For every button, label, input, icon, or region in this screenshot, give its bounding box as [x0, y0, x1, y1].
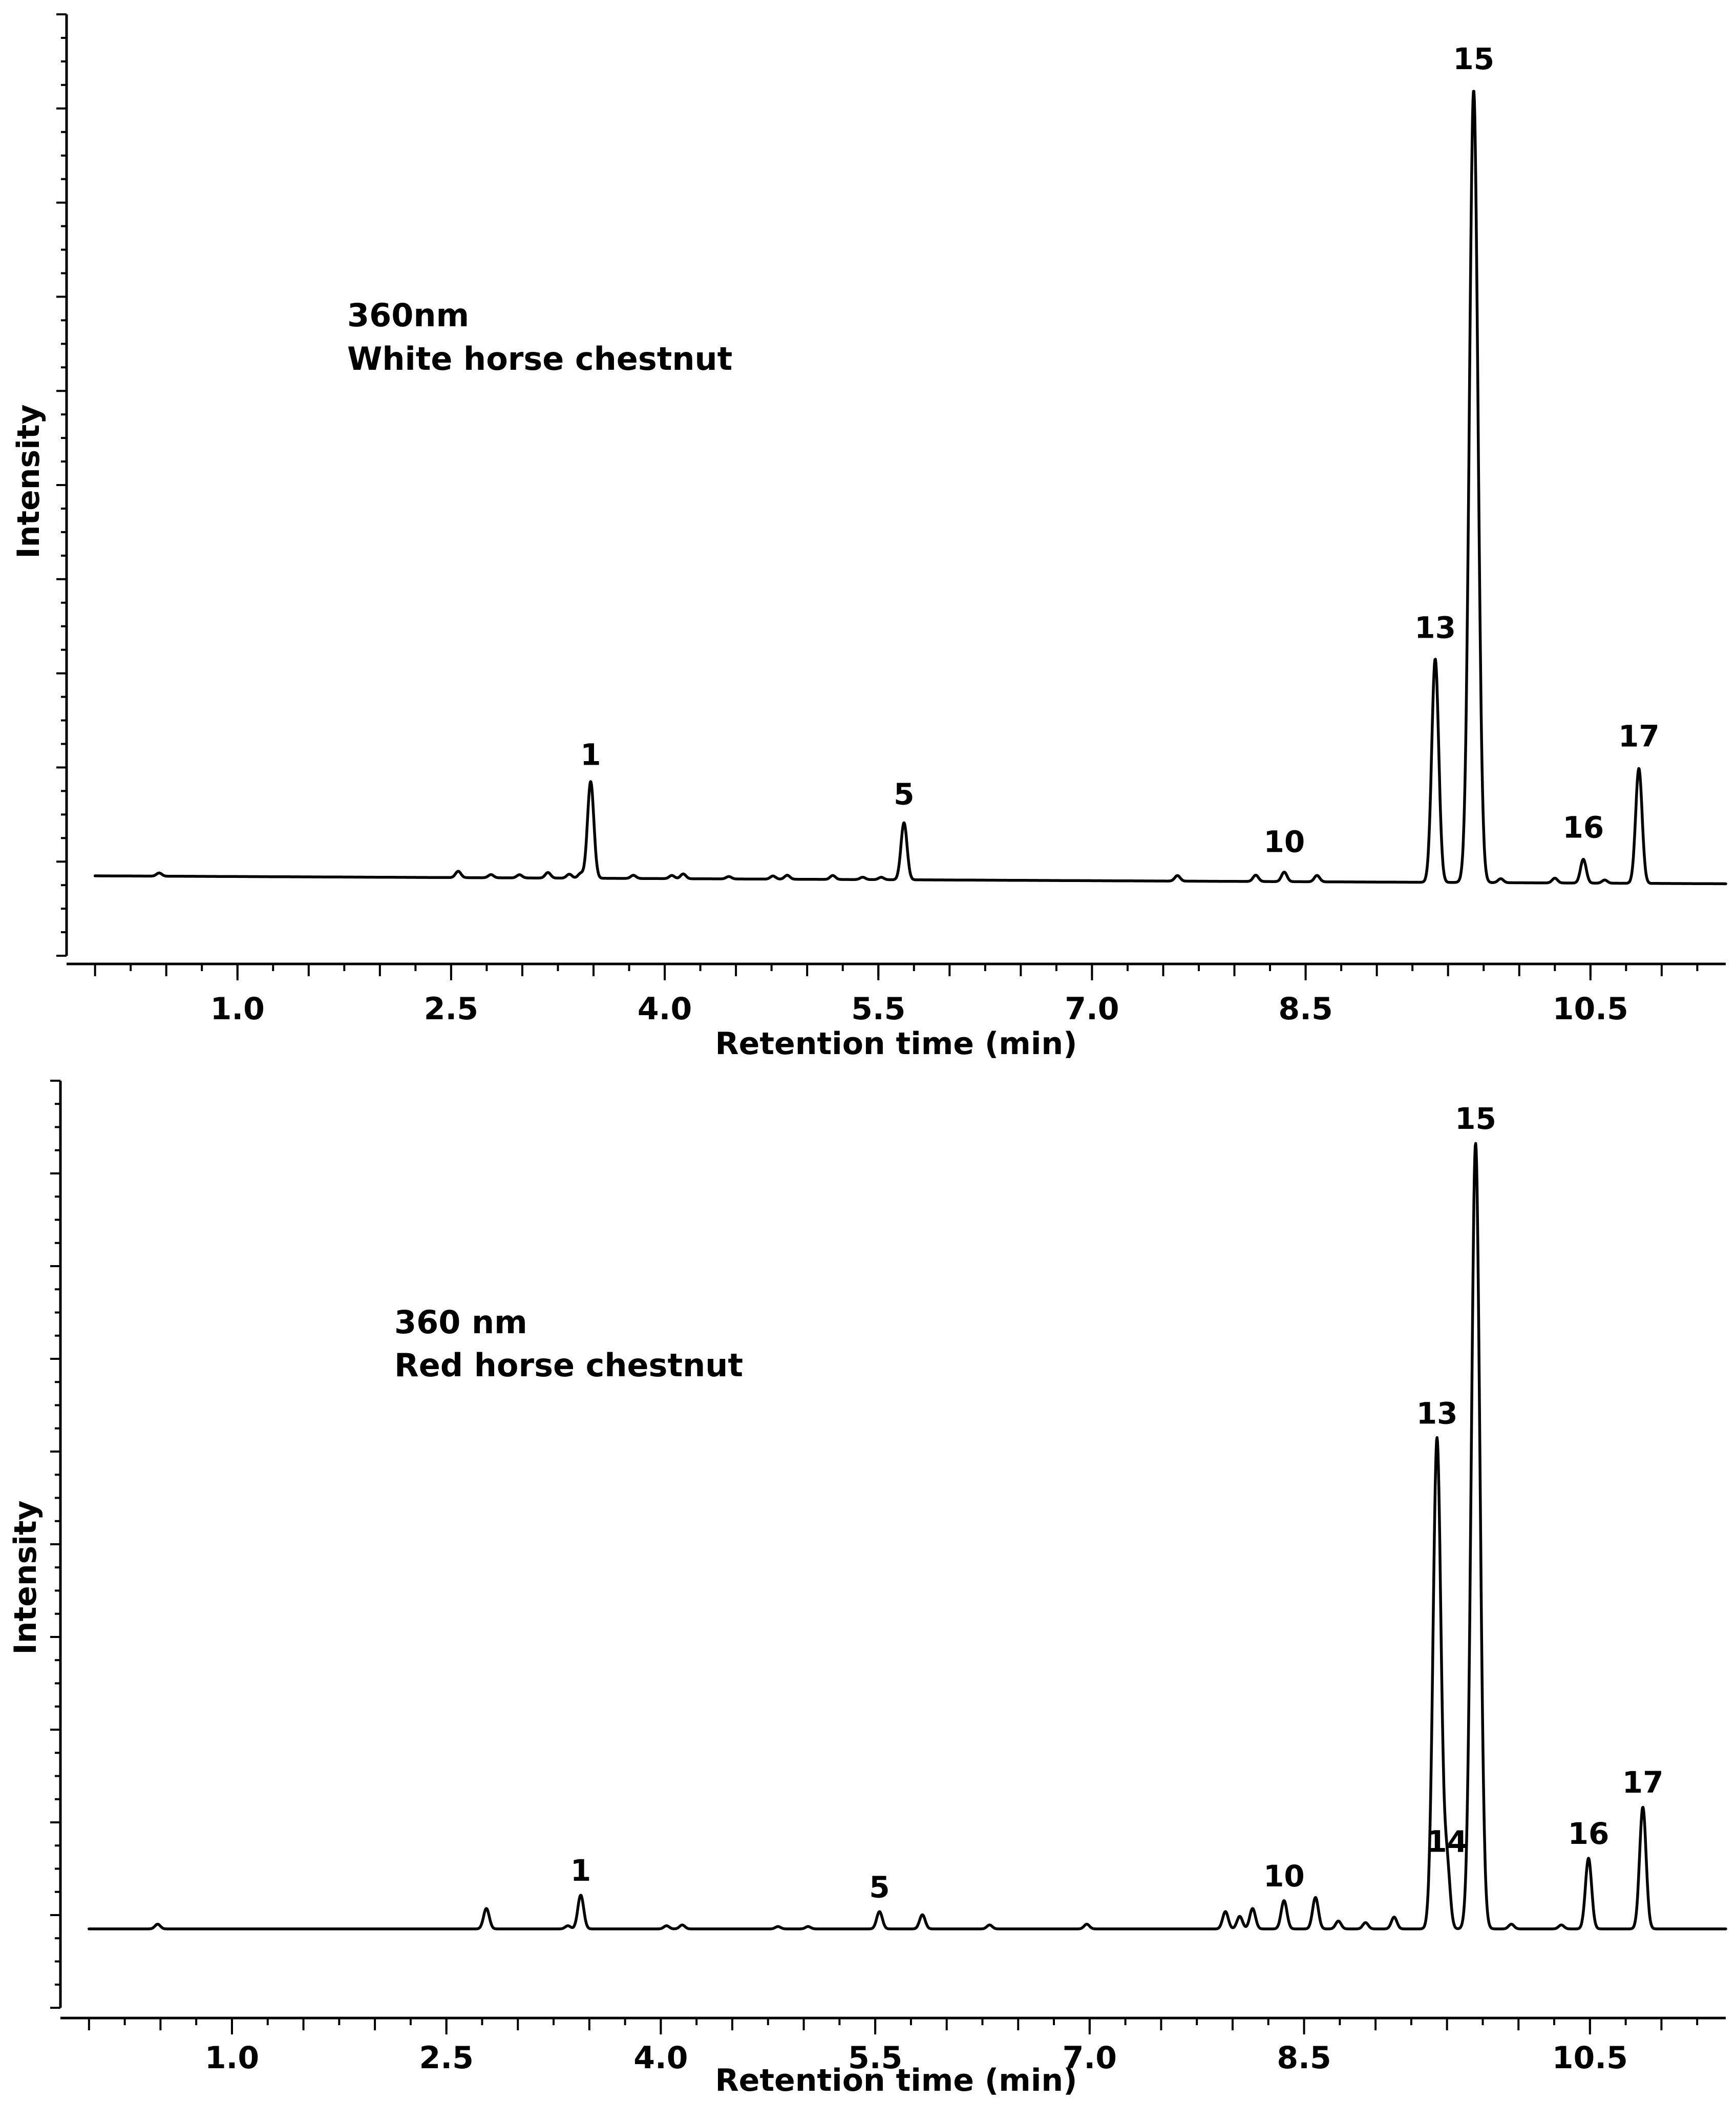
y-axis-title: Intensity	[11, 404, 47, 558]
x-tick-label: 8.5	[1278, 991, 1332, 1027]
peak-label: 17	[1622, 1765, 1664, 1800]
peak-label: 13	[1414, 611, 1456, 645]
peak-label: 1	[580, 737, 601, 772]
x-axis-title: Retention time (min)	[715, 2063, 1077, 2098]
x-tick-label: 10.5	[1552, 2040, 1628, 2076]
annotation-sample: White horse chestnut	[347, 340, 732, 377]
peak-label: 17	[1618, 719, 1660, 754]
x-tick-label: 5.5	[851, 991, 905, 1027]
peak-label: 5	[894, 777, 914, 812]
peak-label: 13	[1416, 1396, 1458, 1431]
chromatogram-white-horse-chestnut: 360nm White horse chestnut Intensity Ret…	[11, 13, 1727, 1062]
peak-label: 16	[1563, 810, 1604, 845]
x-tick-label: 1.0	[210, 991, 265, 1027]
x-tick-label: 7.0	[1063, 2040, 1117, 2076]
x-tick-label: 4.0	[638, 991, 692, 1027]
x-tick-label: 2.5	[424, 991, 478, 1027]
x-axis-title: Retention time (min)	[715, 1026, 1077, 1062]
x-tick-label: 2.5	[419, 2040, 474, 2076]
y-axis-title: Intensity	[8, 1500, 44, 1654]
peak-label: 5	[869, 1869, 890, 1904]
x-tick-label: 5.5	[848, 2040, 902, 2076]
chromatogram-red-horse-chestnut: 360 nm Red horse chestnut Intensity Rete…	[8, 1080, 1727, 2098]
annotation-sample: Red horse chestnut	[394, 1347, 743, 1384]
peak-label: 15	[1453, 41, 1494, 76]
peak-label: 16	[1568, 1816, 1610, 1851]
x-tick-label: 8.5	[1277, 2040, 1331, 2076]
annotation-wavelength: 360nm	[347, 297, 469, 334]
x-tick-label: 4.0	[633, 2040, 688, 2076]
x-tick-label: 7.0	[1065, 991, 1119, 1027]
annotation-wavelength: 360 nm	[394, 1304, 527, 1341]
peak-label: 10	[1263, 1859, 1305, 1894]
x-tick-label: 10.5	[1553, 991, 1628, 1027]
peak-label: 14	[1426, 1824, 1468, 1859]
chromatogram-trace	[93, 90, 1727, 886]
peak-label: 10	[1263, 824, 1305, 859]
x-tick-label: 1.0	[205, 2040, 259, 2076]
peak-label: 15	[1455, 1101, 1496, 1136]
peak-label: 1	[570, 1853, 591, 1888]
chromatogram-trace	[88, 1142, 1727, 1930]
